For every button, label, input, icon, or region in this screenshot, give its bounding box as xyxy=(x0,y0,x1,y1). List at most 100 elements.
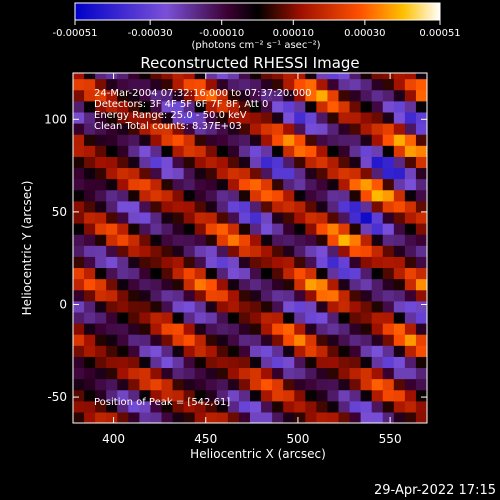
heatmap-cell xyxy=(84,145,96,157)
heatmap-cell xyxy=(404,100,417,113)
heatmap-cell xyxy=(84,400,96,413)
heatmap-cell xyxy=(316,345,329,357)
heatmap-cell xyxy=(106,345,118,357)
heatmap-cell xyxy=(382,356,395,369)
heatmap-cell xyxy=(382,123,395,135)
heatmap-cell xyxy=(238,211,251,224)
heatmap-cell xyxy=(327,267,340,280)
heatmap-cell xyxy=(172,223,185,235)
heatmap-cell xyxy=(415,345,427,357)
heatmap-cell xyxy=(183,123,196,135)
annotation-line-3: Energy Range: 25.0 - 50.0 keV xyxy=(94,110,247,121)
heatmap-cell xyxy=(73,300,85,313)
heatmap-cell xyxy=(238,223,251,235)
heatmap-cell xyxy=(371,145,384,157)
heatmap-cell xyxy=(194,78,207,91)
heatmap-cell xyxy=(95,89,107,102)
heatmap-cell xyxy=(294,211,306,224)
heatmap-cell xyxy=(172,200,185,213)
heatmap-cell xyxy=(338,411,351,423)
heatmap-cell xyxy=(106,367,118,380)
heatmap-cell xyxy=(73,167,85,180)
heatmap-cell xyxy=(106,200,118,213)
heatmap-cell xyxy=(393,178,406,191)
heatmap-cell xyxy=(250,111,262,124)
heatmap-cell xyxy=(404,78,417,91)
heatmap-cell xyxy=(283,134,295,146)
heatmap-cell xyxy=(106,78,118,91)
heatmap-cell xyxy=(338,234,351,246)
heatmap-cell xyxy=(128,311,140,324)
heatmap-cell xyxy=(327,389,340,402)
heatmap-cell xyxy=(238,411,251,423)
heatmap-cell xyxy=(283,411,295,423)
heatmap-cell xyxy=(117,323,129,335)
colorbar-tick-label: -0.00030 xyxy=(128,28,173,39)
heatmap-cell xyxy=(183,378,196,391)
heatmap-cell xyxy=(261,189,273,202)
heatmap-cell xyxy=(106,278,118,291)
heatmap-cell xyxy=(327,300,340,313)
heatmap-cell xyxy=(161,134,174,146)
heatmap-cell xyxy=(404,400,417,413)
heatmap-cell xyxy=(84,245,96,257)
heatmap-cell xyxy=(261,245,273,257)
heatmap-cell xyxy=(371,356,384,369)
heatmap-cell xyxy=(139,134,152,146)
heatmap-cell xyxy=(360,300,373,313)
heatmap-cell xyxy=(128,334,140,346)
heatmap-cell xyxy=(227,367,240,380)
heatmap-cell xyxy=(139,411,152,423)
heatmap-cell xyxy=(128,400,140,413)
heatmap-cell xyxy=(205,73,218,80)
heatmap-cell xyxy=(360,100,373,113)
heatmap-cell xyxy=(415,145,427,157)
heatmap-cell xyxy=(382,89,395,102)
heatmap-cell xyxy=(205,367,218,380)
heatmap-cell xyxy=(294,323,306,335)
heatmap-cell xyxy=(161,267,174,280)
heatmap-cell xyxy=(415,311,427,324)
heatmap-cell xyxy=(227,234,240,246)
heatmap-cell xyxy=(205,134,218,146)
heatmap-cell xyxy=(305,89,317,102)
heatmap-cell xyxy=(216,200,229,213)
heatmap-cell xyxy=(227,411,240,423)
heatmap-cell xyxy=(238,200,251,213)
heatmap-cell xyxy=(272,278,284,291)
heatmap-cell xyxy=(73,323,85,335)
heatmap-cell xyxy=(139,89,152,102)
heatmap-cell xyxy=(128,89,140,102)
heatmap-cell xyxy=(238,73,251,80)
heatmap-cell xyxy=(194,389,207,402)
heatmap-cell xyxy=(161,345,174,357)
heatmap-cell xyxy=(250,189,262,202)
heatmap-cell xyxy=(360,389,373,402)
colorbar-tick-label: 0.00051 xyxy=(419,28,460,39)
heatmap-cell xyxy=(283,256,295,269)
heatmap-cell xyxy=(161,356,174,369)
heatmap-cell xyxy=(393,400,406,413)
heatmap-cell xyxy=(117,156,129,169)
heatmap-cell xyxy=(106,178,118,191)
heatmap-cell xyxy=(150,234,163,246)
heatmap-cell xyxy=(216,234,229,246)
heatmap-cell xyxy=(360,111,373,124)
chart-title: Reconstructed RHESSI Image xyxy=(140,54,359,72)
heatmap-cell xyxy=(371,100,384,113)
heatmap-cell xyxy=(316,356,329,369)
heatmap-cell xyxy=(338,111,351,124)
x-tick-label: 500 xyxy=(286,432,309,446)
heatmap-cell xyxy=(117,356,129,369)
heatmap-cell xyxy=(84,156,96,169)
heatmap-cell xyxy=(73,200,85,213)
heatmap-cell xyxy=(183,145,196,157)
heatmap-cell xyxy=(227,111,240,124)
heatmap-cell xyxy=(283,389,295,402)
heatmap-cell xyxy=(316,378,329,391)
heatmap-cell xyxy=(227,123,240,135)
heatmap-cell xyxy=(106,223,118,235)
heatmap-cell xyxy=(106,156,118,169)
heatmap-cell xyxy=(238,167,251,180)
heatmap-cell xyxy=(360,73,373,80)
